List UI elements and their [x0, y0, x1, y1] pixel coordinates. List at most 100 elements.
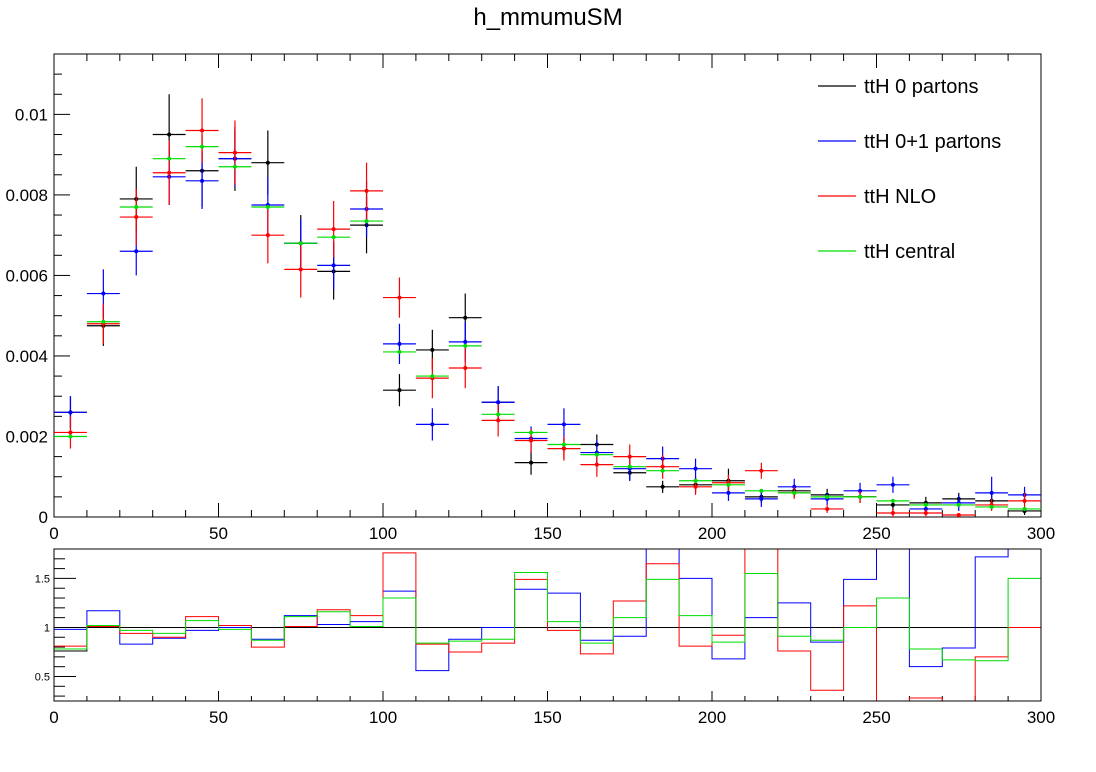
data-point [693, 484, 698, 489]
data-point [463, 366, 468, 371]
data-point [331, 263, 336, 268]
data-point [923, 502, 928, 507]
y-tick-label: 0.01 [15, 105, 48, 124]
data-point [265, 204, 270, 209]
ratio-x-tick-label: 50 [209, 708, 228, 727]
x-tick-label: 50 [209, 524, 228, 543]
data-point [792, 490, 797, 495]
data-point [68, 430, 73, 435]
ratio-x-tick-label: 150 [533, 708, 561, 727]
data-point [430, 374, 435, 379]
data-point [594, 462, 599, 467]
main-plot: 0 50 100 150 200 250 300 0 0.002 0.004 0.006 0.008 0… [5, 53, 1055, 543]
data-point [134, 204, 139, 209]
ratio-x-tick-label: 200 [698, 708, 726, 727]
y-tick-label: 0.006 [5, 266, 48, 285]
legend-label: ttH 0+1 partons [864, 131, 1001, 153]
data-point [627, 464, 632, 469]
data-point [1022, 498, 1027, 503]
series-tth-central [54, 144, 1041, 511]
data-point [101, 291, 106, 296]
data-point [594, 452, 599, 457]
ratio-y-tick-label: 1.5 [35, 573, 50, 585]
data-point [693, 466, 698, 471]
data-point [397, 349, 402, 354]
data-point [726, 482, 731, 487]
legend-label: ttH NLO [864, 186, 936, 208]
data-point [759, 468, 764, 473]
x-tick-label: 0 [49, 524, 58, 543]
data-point [660, 468, 665, 473]
data-point [134, 249, 139, 254]
legend-label: ttH central [864, 241, 955, 263]
data-point [232, 164, 237, 169]
data-point [298, 241, 303, 246]
ratio-frame [53, 548, 1042, 702]
data-point [134, 215, 139, 220]
chart-title: h_mmumuSM [473, 4, 623, 31]
data-point [200, 128, 205, 133]
data-point [1022, 506, 1027, 511]
data-point [463, 315, 468, 320]
data-point [397, 295, 402, 300]
data-point [331, 235, 336, 240]
data-point [364, 188, 369, 193]
y-tick-label: 0.004 [5, 347, 48, 366]
ratio-step-series-3 [54, 572, 1041, 662]
data-point [331, 227, 336, 232]
ratio-step-series-2 [54, 549, 1041, 701]
data-point [759, 496, 764, 501]
data-point [726, 490, 731, 495]
ratio-plot: 0 50 100 150 200 250 300 0.5 1 1.5 [35, 548, 1055, 727]
data-point [397, 341, 402, 346]
ratio-x-tick-label: 300 [1027, 708, 1055, 727]
data-point [68, 434, 73, 439]
x-tick-label: 150 [533, 524, 561, 543]
data-point [529, 430, 534, 435]
data-point [463, 343, 468, 348]
data-point [529, 460, 534, 465]
data-point [989, 490, 994, 495]
data-point [989, 504, 994, 509]
series-tth-nlo [54, 98, 1041, 517]
data-point [463, 339, 468, 344]
data-point [890, 510, 895, 515]
data-point [561, 442, 566, 447]
ratio-y-tick-label: 0.5 [35, 671, 50, 683]
data-point [529, 438, 534, 443]
data-point [496, 418, 501, 423]
legend: ttH 0 partons ttH 0+1 partons ttH NLO ttH c… [818, 76, 1001, 263]
y-tick-label: 0.002 [5, 427, 48, 446]
x-tick-label: 100 [369, 524, 397, 543]
data-point [232, 150, 237, 155]
data-point [890, 482, 895, 487]
data-point [200, 144, 205, 149]
data-point [68, 410, 73, 415]
data-point [167, 132, 172, 137]
data-point [890, 498, 895, 503]
data-point [167, 156, 172, 161]
data-point [265, 160, 270, 165]
data-point [101, 319, 106, 324]
data-point [167, 170, 172, 175]
data-point [858, 494, 863, 499]
data-point [397, 388, 402, 393]
data-point [265, 233, 270, 238]
data-point [660, 484, 665, 489]
data-point [956, 512, 961, 517]
data-point [561, 422, 566, 427]
legend-label: ttH 0 partons [864, 76, 979, 98]
data-point [759, 488, 764, 493]
x-tick-label: 200 [698, 524, 726, 543]
data-point [627, 454, 632, 459]
ratio-y-tick-label: 1 [44, 622, 50, 634]
x-tick-label: 300 [1027, 524, 1055, 543]
ratio-x-tick-label: 0 [49, 708, 58, 727]
data-point [496, 412, 501, 417]
y-tick-label: 0 [39, 508, 48, 527]
data-point [825, 494, 830, 499]
data-point [693, 478, 698, 483]
data-point [430, 422, 435, 427]
y-tick-label: 0.008 [5, 186, 48, 205]
